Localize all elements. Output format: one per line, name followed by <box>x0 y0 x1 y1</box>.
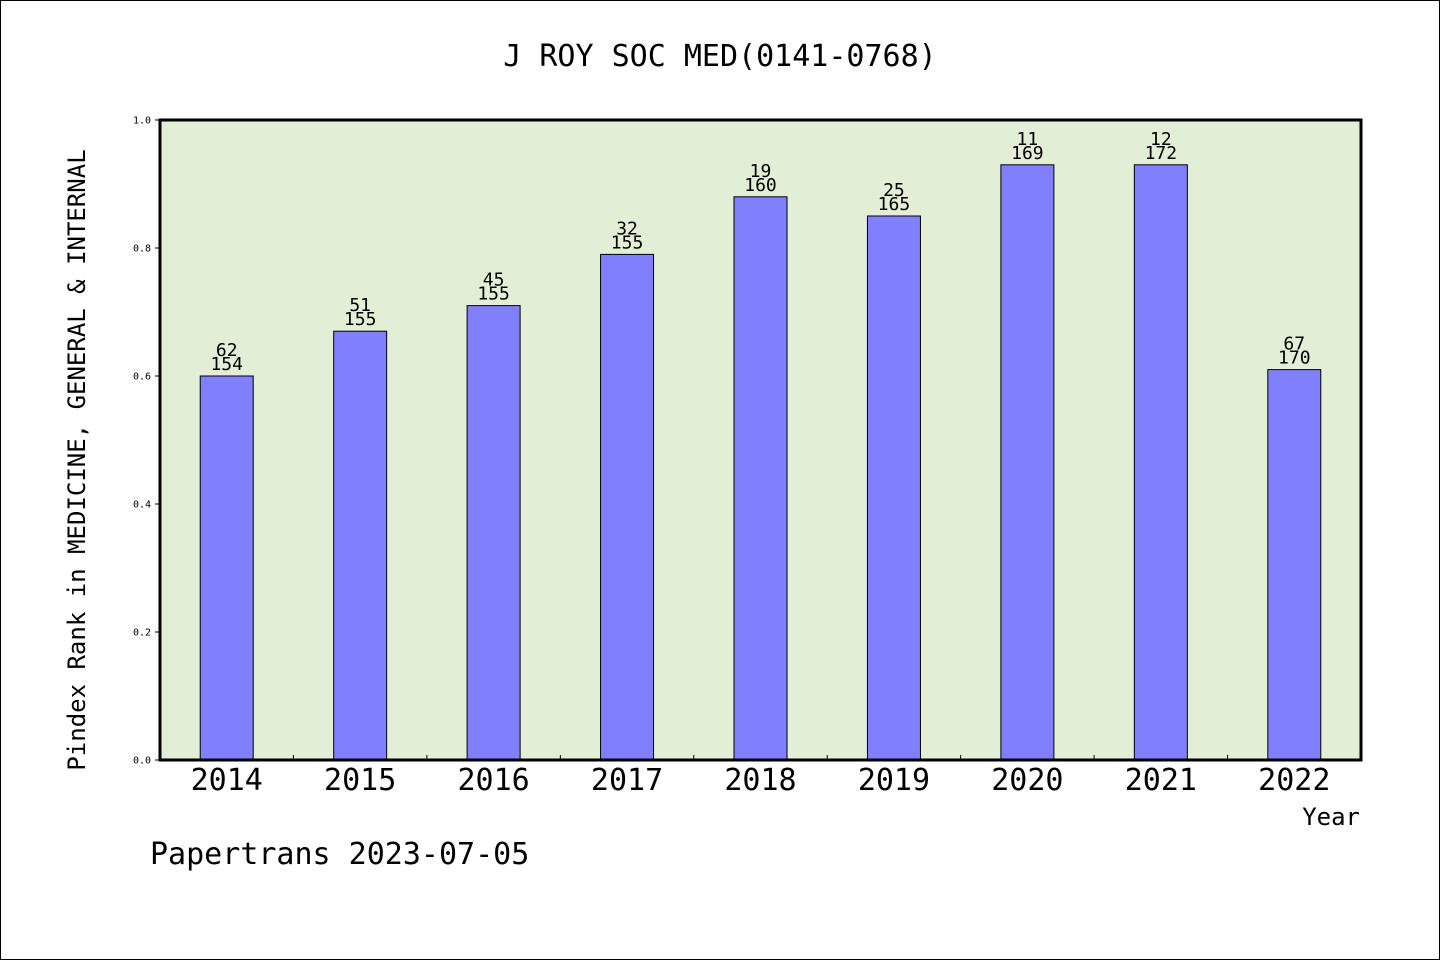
total-label-2019: 165 <box>878 194 911 215</box>
x-tick-label-2017: 2017 <box>591 763 663 798</box>
x-tick-label-2014: 2014 <box>191 763 263 798</box>
total-label-2016: 155 <box>477 284 510 305</box>
total-label-2021: 172 <box>1145 143 1178 164</box>
bar-2022 <box>1267 369 1322 761</box>
total-label-2017: 155 <box>611 232 644 253</box>
total-label-2018: 160 <box>744 175 777 196</box>
chart-title: J ROY SOC MED(0141-0768) <box>503 39 936 74</box>
y-axis: 0.0 0.2 0.4 0.6 0.8 1.0 <box>133 116 160 767</box>
bar-2014 <box>199 375 254 761</box>
x-tick-label-2016: 2016 <box>457 763 529 798</box>
y-axis-label: Pindex Rank in MEDICINE, GENERAL & INTER… <box>63 149 91 770</box>
total-label-2022: 170 <box>1278 348 1311 369</box>
y-tick-label-0.6: 0.6 <box>133 372 151 383</box>
x-axis-label: Year <box>1302 803 1360 831</box>
x-tick-label-2015: 2015 <box>324 763 396 798</box>
bar-2016 <box>466 305 521 761</box>
x-tick-label-2021: 2021 <box>1125 763 1197 798</box>
total-label-2020: 169 <box>1011 143 1044 164</box>
rank-label-2017: 32 <box>616 218 638 239</box>
rank-label-2018: 19 <box>750 161 772 182</box>
y-tick-label-0.0: 0.0 <box>133 756 151 767</box>
bar-2019 <box>866 215 921 761</box>
x-axis: 2014 2015 2016 2017 2018 2019 2020 2021 2022 <box>191 755 1330 798</box>
y-tick-label-0.4: 0.4 <box>133 500 151 511</box>
total-label-2014: 154 <box>210 354 243 375</box>
footer-credit: Papertrans 2023-07-05 <box>150 837 529 872</box>
rank-label-2015: 51 <box>349 295 371 316</box>
rank-label-2022: 67 <box>1283 334 1305 355</box>
bar-2020 <box>1000 164 1055 761</box>
x-tick-label-2019: 2019 <box>858 763 930 798</box>
x-tick-label-2020: 2020 <box>991 763 1063 798</box>
bar-2015 <box>333 330 388 761</box>
bar-2017 <box>600 253 655 761</box>
bar-2018 <box>733 196 788 761</box>
y-tick-label-0.8: 0.8 <box>133 244 151 255</box>
y-tick-label-1.0: 1.0 <box>133 116 151 127</box>
rank-label-2014: 62 <box>216 340 238 361</box>
bar-2021 <box>1133 164 1188 761</box>
y-tick-label-0.2: 0.2 <box>133 628 151 639</box>
rank-label-2021: 12 <box>1150 129 1172 150</box>
rank-label-2020: 11 <box>1017 129 1039 150</box>
x-tick-label-2018: 2018 <box>724 763 796 798</box>
total-label-2015: 155 <box>344 309 377 330</box>
rank-label-2019: 25 <box>883 180 905 201</box>
x-tick-label-2022: 2022 <box>1258 763 1330 798</box>
rank-label-2016: 45 <box>483 270 505 291</box>
plot-border <box>158 118 1363 762</box>
